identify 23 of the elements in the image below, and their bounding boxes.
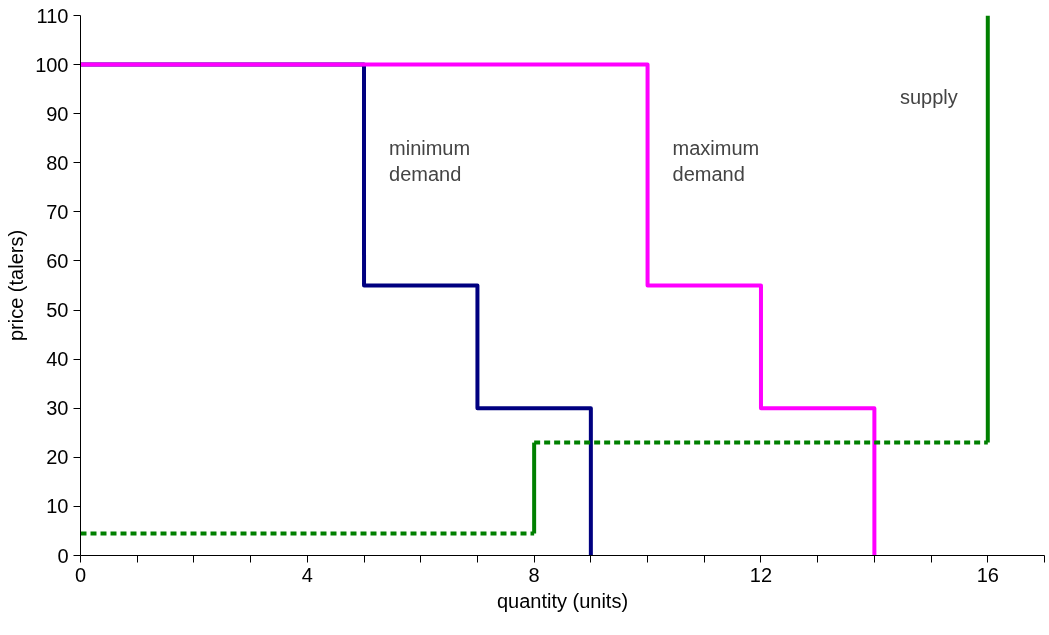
y-tick-label: 50 [46,299,69,322]
x-axis-title: quantity (units) [496,589,629,612]
y-tick-label: 90 [46,102,69,125]
x-tick-label: 8 [528,563,540,586]
y-tick-label: 60 [46,249,69,272]
series-label: supply [899,85,958,108]
y-tick-label: 100 [35,53,69,76]
series-label: maximum demand [672,137,760,186]
y-tick-label: 80 [46,151,69,174]
x-tick-label: 16 [976,563,999,586]
y-tick-label: 30 [46,397,69,420]
line-series [80,62,877,556]
y-tick-label: 70 [46,200,69,223]
x-tick-label: 0 [74,563,87,586]
series-label: minimum demand [389,137,471,186]
y-tick-label: 20 [46,446,69,469]
x-tick-label: 12 [749,563,773,586]
x-tick-label: 4 [301,563,313,586]
y-axis-title: price (talers) [5,229,28,342]
y-tick-label: 40 [46,348,69,371]
y-tick-label: 0 [57,544,69,567]
y-tick-label: 110 [36,4,69,27]
y-tick-label: 10 [46,495,69,518]
